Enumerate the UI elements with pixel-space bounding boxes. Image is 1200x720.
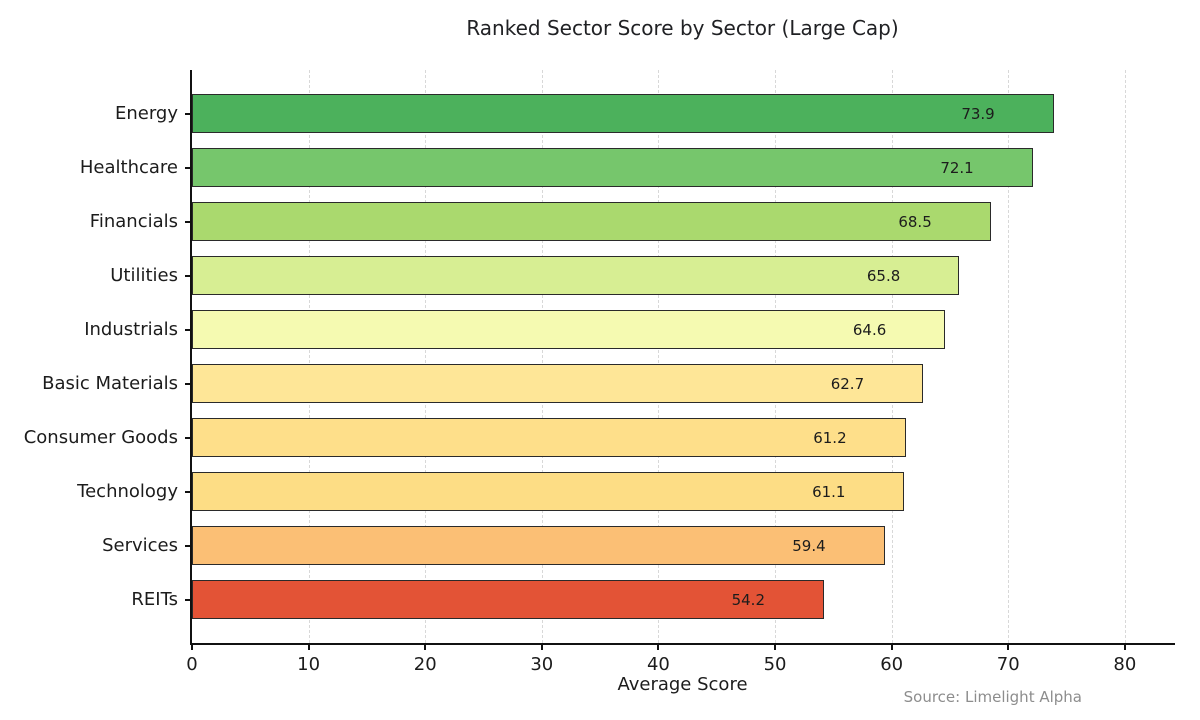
bar-value-label: 62.7 — [830, 374, 865, 393]
y-tick-mark — [185, 598, 192, 601]
category-label: Utilities — [110, 265, 178, 286]
chart-title: Ranked Sector Score by Sector (Large Cap… — [466, 16, 899, 40]
bar: 65.8 — [192, 256, 960, 295]
category-label: REITs — [131, 589, 178, 610]
bar-row-basic-materials: Basic Materials 62.7 — [42, 364, 1175, 403]
bar-row-utilities: Utilities 65.8 — [110, 256, 1175, 295]
x-tick-label-0: 0 — [186, 654, 198, 675]
bar-value-label: 61.1 — [812, 482, 846, 501]
y-tick-mark — [185, 166, 192, 169]
x-tick-label-80: 80 — [1113, 654, 1137, 675]
category-label: Technology — [77, 481, 178, 502]
x-tick-label-20: 20 — [413, 654, 437, 675]
bar-value-label: 72.1 — [940, 158, 974, 177]
x-tick-mark-70 — [1007, 643, 1010, 650]
y-tick-mark — [185, 382, 192, 385]
bar-row-energy: Energy 73.9 — [115, 94, 1175, 133]
gridline-x-80 — [1124, 70, 1126, 643]
bar-row-services: Services 59.4 — [102, 526, 1175, 565]
category-label: Industrials — [84, 319, 178, 340]
bar: 61.2 — [192, 418, 906, 457]
bar: 64.6 — [192, 310, 946, 349]
y-tick-mark — [185, 112, 192, 115]
plot-area: 0 10 20 30 40 50 60 70 80 Energy 73.9 Healthcare 72.… — [24, 70, 1175, 675]
bar: 72.1 — [192, 148, 1033, 187]
bar-row-consumer-goods: Consumer Goods 61.2 — [24, 418, 1175, 457]
bar-value-label: 54.2 — [731, 590, 765, 609]
x-axis-label: Average Score — [617, 674, 748, 695]
x-tick-mark-40 — [657, 643, 660, 650]
category-label: Consumer Goods — [23, 427, 178, 448]
x-tick-label-70: 70 — [996, 654, 1020, 675]
y-tick-mark — [185, 328, 192, 331]
category-label: Healthcare — [79, 157, 178, 178]
bar-row-healthcare: Healthcare 72.1 — [80, 148, 1175, 187]
category-label: Energy — [114, 103, 178, 124]
gridline-x-20 — [425, 70, 427, 643]
category-label: Basic Materials — [42, 373, 178, 394]
bar-row-technology: Technology 61.1 — [77, 472, 1175, 511]
y-tick-mark — [185, 544, 192, 547]
bar: 68.5 — [192, 202, 991, 241]
x-tick-mark-60 — [890, 643, 893, 650]
bar-row-financials: Financials 68.5 — [90, 202, 1175, 241]
source-note: Source: Limelight Alpha — [903, 688, 1082, 706]
bar-value-label: 59.4 — [792, 536, 826, 555]
bar-value-label: 73.9 — [961, 104, 995, 123]
x-tick-mark-20 — [424, 643, 427, 650]
y-tick-mark — [185, 490, 192, 493]
bar: 62.7 — [192, 364, 924, 403]
x-tick-mark-10 — [307, 643, 310, 650]
category-label: Financials — [89, 211, 178, 232]
bar: 54.2 — [192, 580, 824, 619]
bar-row-reits: REITs 54.2 — [131, 580, 1175, 619]
y-tick-mark — [185, 274, 192, 277]
gridline-x-40 — [658, 70, 660, 643]
bar: 59.4 — [192, 526, 885, 565]
x-tick-label-30: 30 — [530, 654, 554, 675]
x-tick-mark-30 — [540, 643, 543, 650]
bar-value-label: 61.2 — [813, 428, 847, 447]
gridline-x-50 — [775, 70, 777, 643]
x-tick-label-50: 50 — [763, 654, 787, 675]
y-tick-mark — [185, 220, 192, 223]
x-tick-mark-0 — [191, 643, 193, 650]
y-tick-mark — [185, 436, 192, 439]
bar-row-industrials: Industrials 64.6 — [84, 310, 1175, 349]
bar-value-label: 65.8 — [866, 266, 901, 285]
bar: 61.1 — [192, 472, 905, 511]
bar-value-label: 64.6 — [852, 320, 887, 339]
x-tick-mark-80 — [1123, 643, 1126, 650]
bar-value-label: 68.5 — [898, 212, 932, 231]
x-tick-label-60: 60 — [880, 654, 904, 675]
x-tick-label-10: 10 — [297, 654, 321, 675]
gridline-x-10 — [308, 70, 310, 643]
gridline-x-60 — [891, 70, 893, 643]
x-tick-label-40: 40 — [646, 654, 670, 675]
x-tick-mark-50 — [774, 643, 777, 650]
category-label: Services — [102, 535, 178, 556]
gridline-x-30 — [541, 70, 543, 643]
bar: 73.9 — [192, 94, 1054, 133]
gridline-x-70 — [1008, 70, 1010, 643]
